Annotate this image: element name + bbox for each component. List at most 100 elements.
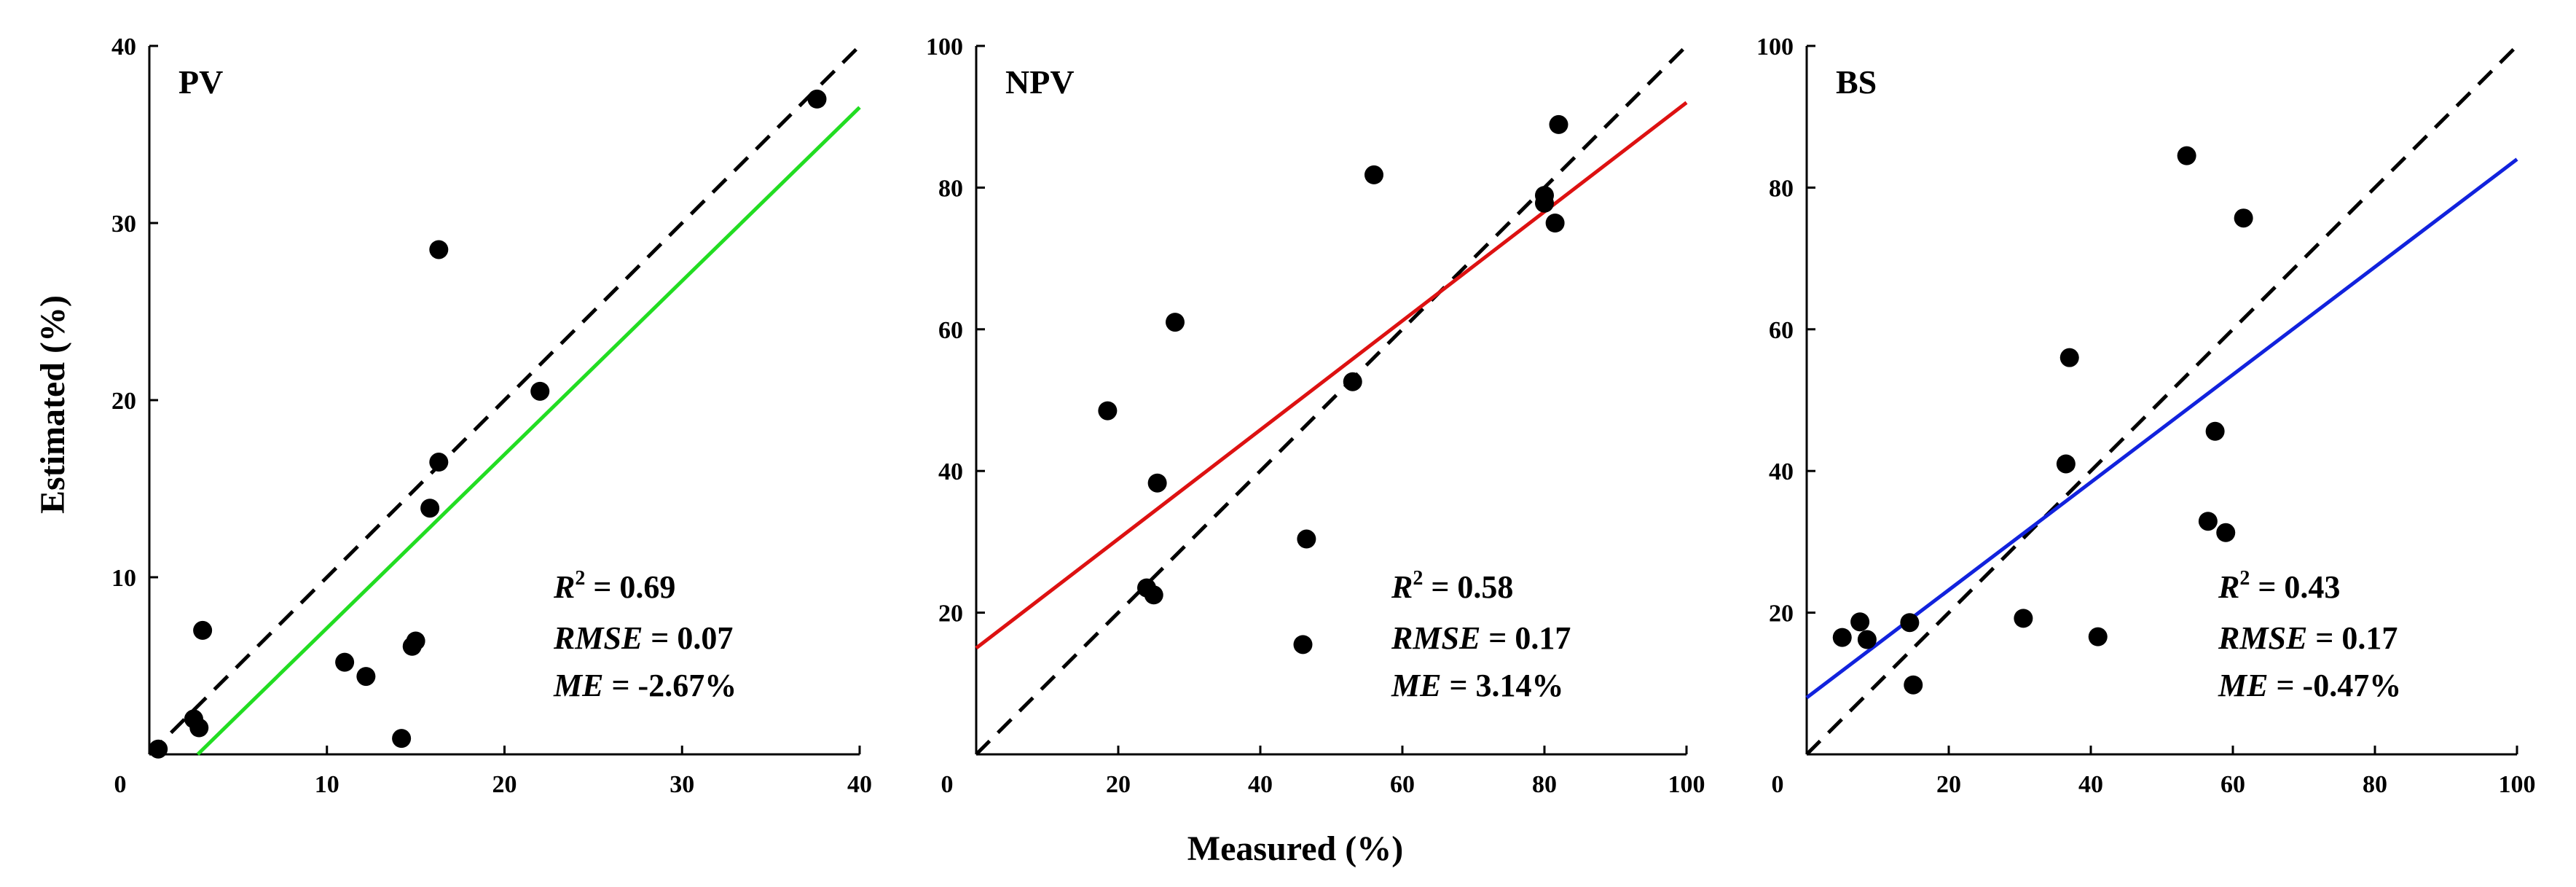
data-point [1147,473,1167,493]
data-point [1144,585,1163,605]
data-point [1293,635,1313,654]
y-tick-label: 40 [1769,458,1794,485]
panel-npv: 0 20 40 60 80 100 20 40 60 80 100 NPV R2 = 0.58 RMSE … [926,34,1705,798]
data-point [530,381,550,401]
panel-label: PV [178,63,223,101]
me-text: ME = 3.14% [1391,668,1564,703]
r2-text: R2 = 0.43 [2218,567,2340,605]
y-tick-label: 10 [111,565,136,592]
y-tick-label: 20 [1769,601,1794,628]
rmse-label: RMSE [553,620,643,656]
data-point [2205,421,2225,441]
data-point [335,652,355,672]
data-point [1098,401,1118,421]
r2-label: R [2218,569,2239,605]
data-point [1857,630,1877,649]
x-tick-label: 40 [2078,771,2103,798]
data-point [2014,609,2033,628]
data-point [1904,675,1923,695]
r2-value: = 0.43 [2250,569,2340,605]
rmse-label: RMSE [1391,620,1480,656]
x-tick-label: 40 [1248,771,1273,798]
data-point [392,729,412,749]
data-point [2177,146,2196,165]
x-tick-label: 20 [492,771,517,798]
x-tick-label: 100 [1668,771,1705,798]
one-to-one-line [148,44,861,756]
r2-value: = 0.69 [585,569,675,605]
data-point [189,718,209,738]
data-point [429,240,449,259]
me-value: = -2.67% [603,668,737,703]
data-point [1364,165,1383,184]
r2-value: = 0.58 [1423,569,1513,605]
x-tick-label: 0 [941,771,954,798]
me-value: = 3.14% [1441,668,1563,703]
r2-label: R [553,569,575,605]
data-point [1297,529,1316,549]
me-text: ME = -2.67% [553,668,737,703]
data-point [406,631,425,651]
y-tick-label: 100 [926,34,963,60]
shared-x-axis-title: Measured (%) [1187,829,1403,868]
y-tick-label: 40 [938,458,963,485]
rmse-value: = 0.17 [1480,620,1571,656]
y-tick-label: 20 [111,388,136,415]
data-point [1850,612,1870,632]
data-point [1900,613,1920,633]
data-point [807,89,827,109]
y-tick-label: 20 [938,601,963,628]
me-label: ME [2218,668,2268,703]
r2-text: R2 = 0.69 [553,567,675,605]
x-tick-label: 10 [315,771,339,798]
y-tick-label: 80 [1769,175,1794,202]
data-point [2088,627,2108,646]
rmse-value: = 0.07 [643,620,733,656]
rmse-text: RMSE = 0.07 [553,620,733,656]
data-point [1549,114,1568,134]
data-point [1343,372,1362,391]
panel-bs: 0 20 40 60 80 100 20 40 60 80 100 BS R2 = 0.43 RMSE =… [1756,34,2536,798]
r2-superscript: 2 [2239,567,2250,590]
panel-label: BS [1836,63,1877,101]
me-label: ME [553,668,603,703]
rmse-text: RMSE = 0.17 [1391,620,1571,656]
x-tick-label: 0 [114,771,127,798]
data-point [2198,512,2218,531]
data-point [356,667,376,687]
data-point [1545,214,1565,233]
data-point [193,620,213,640]
rmse-label: RMSE [2218,620,2307,656]
x-tick-label: 80 [2363,771,2387,798]
data-point [1535,186,1554,206]
x-tick-label: 60 [1390,771,1415,798]
r2-text: R2 = 0.58 [1391,567,1513,605]
data-point [1832,628,1852,647]
one-to-one-line [1805,44,2518,756]
x-tick-label: 0 [1772,771,1784,798]
x-tick-label: 80 [1532,771,1557,798]
me-text: ME = -0.47% [2218,668,2401,703]
me-value: = -0.47% [2268,668,2401,703]
x-tick-label: 20 [1106,771,1131,798]
rmse-text: RMSE = 0.17 [2218,620,2398,656]
x-tick-label: 60 [2220,771,2245,798]
panel-pv: 0 10 20 30 40 10 20 30 40 PV R2 = 0.69 RMSE = 0.07 M… [111,34,872,798]
data-point [1166,313,1185,332]
shared-y-axis-title: Estimated (%) [34,295,72,514]
data-point [2234,208,2253,228]
data-point [2216,523,2236,542]
y-tick-label: 60 [1769,317,1794,344]
y-tick-label: 40 [111,34,136,60]
rmse-value: = 0.17 [2307,620,2398,656]
data-point [149,739,168,759]
r2-label: R [1391,569,1413,605]
y-tick-label: 30 [111,211,136,238]
y-tick-label: 60 [938,317,963,344]
x-tick-label: 100 [2499,771,2536,798]
data-point [2056,454,2076,474]
panel-label: NPV [1005,63,1075,101]
y-tick-label: 80 [938,175,963,202]
